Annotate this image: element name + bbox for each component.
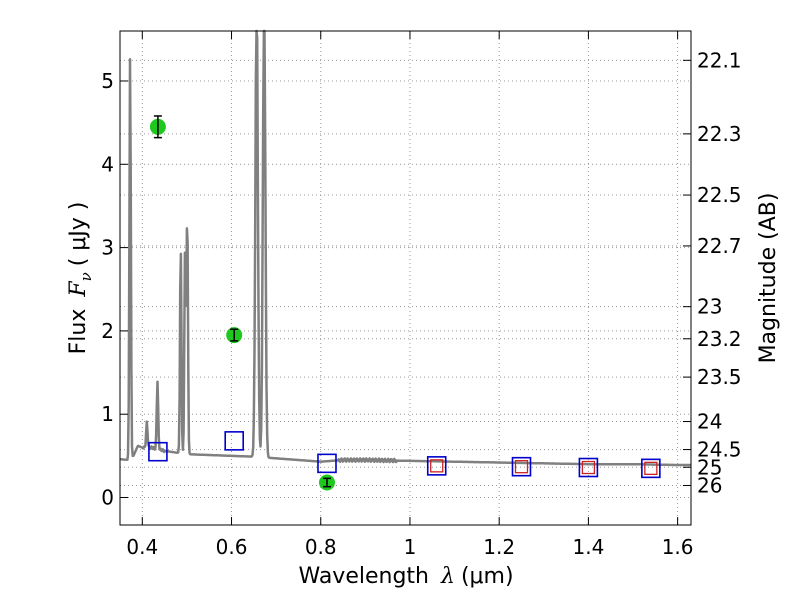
plot-frame (119, 30, 692, 526)
y-tick-label: 0 (101, 486, 114, 510)
model-square-blue (426, 456, 447, 476)
y-tick-label: 2 (101, 319, 114, 343)
model-square-blue (224, 431, 244, 451)
y2-tick-label: 22.5 (697, 183, 742, 207)
x-tick-label: 1.4 (572, 535, 604, 559)
y2-tick-label: 24 (697, 410, 722, 434)
model-square-red (581, 460, 596, 475)
model-square-blue (578, 457, 599, 478)
y2-tick-label: 23.5 (697, 365, 742, 389)
y2-tick-label: 22.3 (697, 122, 742, 146)
y-tick-label: 5 (101, 69, 114, 93)
y2-tick-label: 25 (697, 455, 722, 479)
x-axis-label: Wavelength λ (μm) (298, 564, 513, 589)
x-tick-label: 0.8 (305, 535, 337, 559)
x-tick-label: 1 (404, 535, 417, 559)
y2-tick-label: 26 (697, 473, 722, 497)
model-square-red (644, 461, 658, 476)
y-tick-label: 4 (101, 152, 114, 176)
x-tick-label: 0.6 (216, 535, 248, 559)
ticks-layer: 0.4 0.6 0.8 1 1.2 1.4 1.601234522.122.322.522.… (101, 31, 742, 559)
y2-tick-label: 23 (697, 295, 722, 319)
grid (120, 31, 691, 525)
model-square-blue (148, 441, 168, 462)
y2-tick-label: 22.7 (697, 234, 742, 258)
y2-tick-label: 23.2 (697, 327, 742, 351)
y-tick-label: 3 (101, 236, 114, 260)
spectrum-layer (119, 29, 692, 467)
model-square-red (430, 459, 444, 473)
y2-axis-label: Magnitude (AB) (756, 193, 781, 364)
y-tick-label: 1 (101, 402, 114, 426)
model-square-blue (317, 453, 337, 474)
y-axis-label: FluxFν( μJy ) (66, 202, 95, 355)
markers-layer (148, 115, 661, 491)
x-tick-label: 1.2 (483, 535, 515, 559)
labels-layer: Wavelength λ (μm) FluxFν( μJy ) Magnitude … (66, 193, 781, 589)
model-square-blue (511, 456, 532, 477)
spectrum-line (119, 29, 692, 467)
y2-tick-label: 22.1 (697, 48, 742, 72)
x-tick-label: 0.4 (126, 535, 158, 559)
model-square-red (514, 460, 529, 474)
y2-tick-label: 24.5 (697, 438, 742, 462)
x-tick-label: 1.6 (662, 535, 694, 559)
model-square-blue (641, 458, 661, 479)
